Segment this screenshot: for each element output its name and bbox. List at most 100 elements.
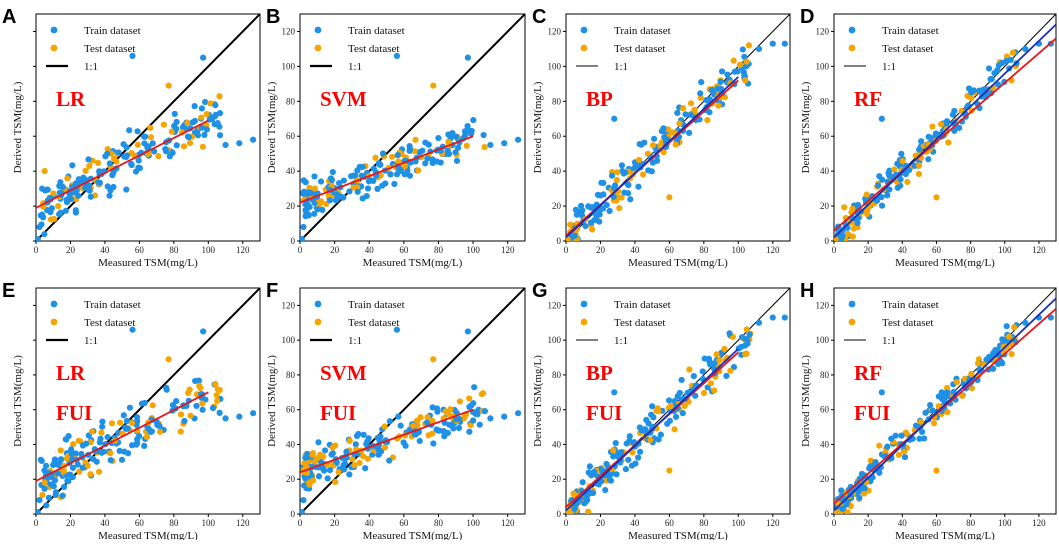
train-point [379,150,387,157]
test-point [707,380,715,387]
train-point [951,107,958,115]
train-point [422,160,429,167]
x-tick-label: 20 [330,245,340,255]
test-point [429,417,436,425]
train-point [584,496,591,504]
test-point [742,350,749,358]
test-point [346,437,353,444]
train-point [201,131,208,138]
train-point [571,232,578,239]
x-tick-label: 60 [135,245,145,255]
train-point [74,461,81,468]
train-point [433,405,441,412]
test-point [186,139,194,147]
train-point [487,415,494,422]
x-tick-label: 40 [898,518,908,528]
train-point [607,477,615,484]
x-axis-label: Measured TSM(mg/L) [363,530,463,540]
test-point [425,432,432,439]
train-point [236,140,243,147]
train-point [173,398,180,405]
x-tick-label: 80 [434,518,444,528]
train-point [391,180,398,188]
test-point [841,204,848,211]
x-tick-label: 100 [202,518,216,528]
test-point [199,400,206,407]
train-point [655,436,662,443]
test-point [372,154,379,161]
train-point [621,189,628,196]
test-point [57,447,64,454]
train-point [718,68,726,75]
train-point [943,118,951,125]
train-point [631,164,638,171]
panel-letter: B [266,6,280,28]
test-point [165,356,172,363]
train-point [901,453,909,461]
train-point [573,211,580,218]
panel-H: 0 20 40 60 80 100 120 0 20 40 60 80 100 120 Measured T… [800,280,1057,542]
fit-line-blue [834,297,1056,512]
y-tick-label: 120 [282,26,296,36]
test-point [844,230,851,238]
test-point [84,462,91,469]
train-point [395,413,402,420]
train-point [126,404,134,411]
test-point [309,477,317,484]
model-sublabel: FUI [586,401,622,425]
train-point [501,140,508,147]
test-point [430,82,437,89]
train-point [731,68,738,75]
train-point [625,456,632,463]
legend-test-marker [50,318,58,326]
x-tick-label: 0 [832,518,837,528]
data-layer [300,288,525,514]
train-point [632,460,639,467]
train-point [620,170,627,177]
train-point [699,368,706,375]
train-point [898,150,905,157]
train-point [854,219,861,227]
test-point [212,381,219,388]
test-point [715,102,722,109]
train-point [36,236,41,241]
x-tick-label: 0 [564,518,569,528]
train-point [951,127,958,134]
train-point [436,427,443,434]
test-point [349,455,356,463]
x-tick-label: 0 [298,518,303,528]
train-point [43,502,50,509]
train-point [872,459,879,466]
test-point [635,156,643,164]
train-point [38,457,45,465]
y-axis-label: Derived TSM(mg/L) [266,81,278,173]
train-point [45,494,52,501]
panel-F: 0 20 40 60 80 100 120 0 20 40 60 80 100 120 Measured T… [266,280,526,542]
test-point [860,490,868,497]
test-point [691,106,698,113]
train-point [142,133,149,140]
train-point [514,410,522,417]
x-tick-label: 80 [699,518,709,528]
train-point [134,128,141,135]
train-point [83,440,90,447]
train-point [353,432,361,439]
test-point [104,146,111,153]
train-point [453,133,460,140]
train-point [612,439,619,447]
train-point [61,483,68,491]
train-point [68,451,75,458]
axes-frame [565,13,791,242]
train-point [769,314,776,321]
test-point [356,459,363,467]
test-point [303,469,311,477]
train-point [38,211,46,218]
train-point [191,117,198,125]
y-tick-label: 20 [286,201,296,211]
x-tick-label: 60 [665,518,675,528]
train-point [135,157,142,164]
train-point [476,421,483,428]
test-point [629,449,636,456]
train-point [185,134,192,141]
y-tick-label: 20 [552,201,562,211]
